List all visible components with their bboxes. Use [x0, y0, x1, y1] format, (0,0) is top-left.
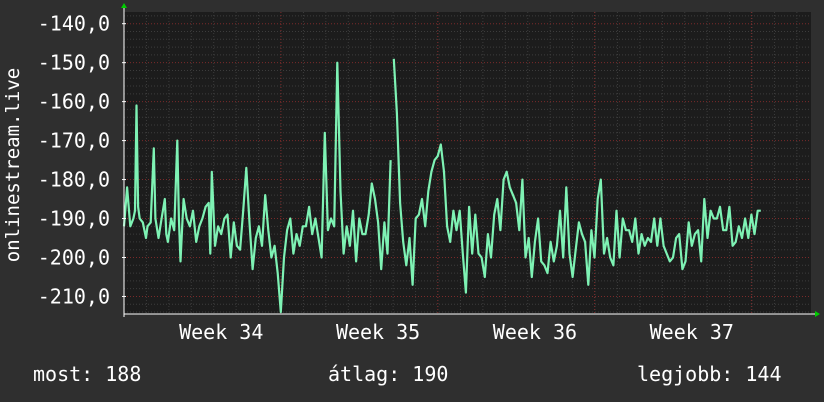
footer-best-value: legjobb: 144 [637, 362, 782, 386]
x-tick-labels: Week 34 Week 35 Week 36 Week 37 [179, 320, 734, 344]
axes-layer [121, 3, 820, 317]
y-tick-label: -190,0 [38, 207, 110, 231]
x-tick-label: Week 36 [493, 320, 577, 344]
y-axis-arrow-icon [121, 3, 127, 8]
footer-current-value: most: 188 [33, 362, 142, 386]
y-tick-label: -150,0 [38, 51, 110, 75]
y-axis-title: onlinestream.live [2, 68, 24, 262]
series-layer [122, 58, 761, 314]
y-tick-label: -200,0 [38, 245, 110, 269]
x-tick-label: Week 35 [336, 320, 420, 344]
y-tick-label: -160,0 [38, 90, 110, 114]
y-tick-label: -210,0 [38, 284, 110, 308]
y-tick-label: -180,0 [38, 168, 110, 192]
footer-average-value: átlag: 190 [328, 362, 449, 386]
x-axis-arrow-icon [815, 311, 820, 317]
y-tick-label: -170,0 [38, 129, 110, 153]
series-line [122, 61, 392, 314]
series-line [392, 58, 761, 294]
x-tick-label: Week 37 [650, 320, 734, 344]
y-tick-labels: -140,0 -150,0 -160,0 -170,0 -180,0 -190,0 -200… [38, 12, 110, 309]
y-tick-label: -140,0 [38, 12, 110, 36]
x-tick-label: Week 34 [179, 320, 263, 344]
